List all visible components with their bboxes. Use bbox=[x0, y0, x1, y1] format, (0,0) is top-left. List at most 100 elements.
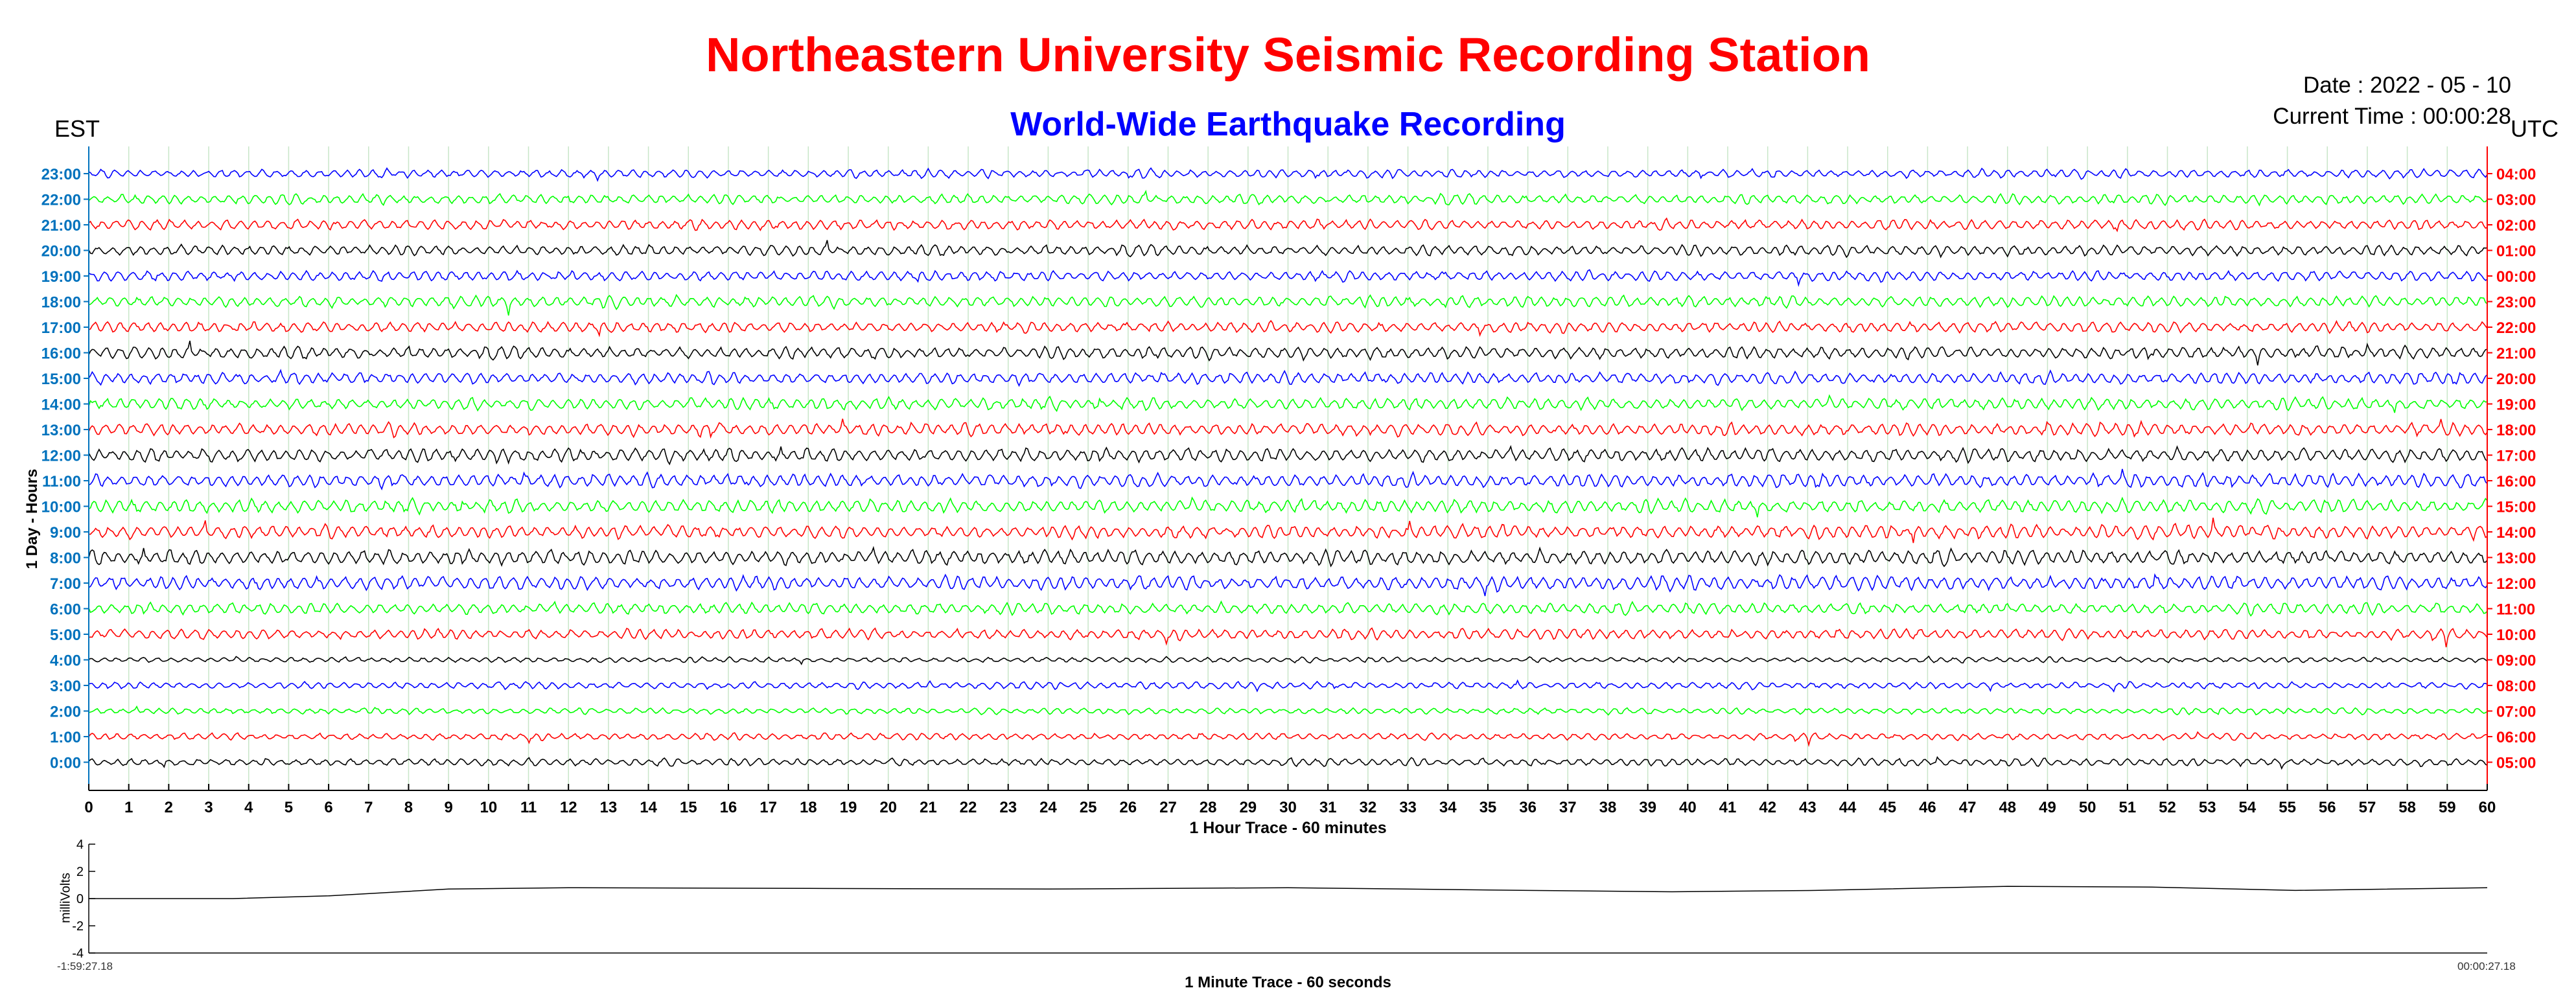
left-tick-label: 15:00 bbox=[41, 371, 81, 388]
right-tick-label: 15:00 bbox=[2496, 499, 2536, 516]
right-tick-label: 22:00 bbox=[2496, 319, 2536, 337]
x-tick-label: 19 bbox=[840, 799, 857, 816]
right-tick-label: 06:00 bbox=[2496, 729, 2536, 746]
x-tick-label: 32 bbox=[1360, 799, 1377, 816]
right-tick-label: 07:00 bbox=[2496, 704, 2536, 721]
trace-line bbox=[88, 293, 2488, 316]
right-tick-label: 12:00 bbox=[2496, 575, 2536, 593]
current-time-readout: Current Time : 00:00:28 bbox=[2273, 104, 2511, 129]
trace-line bbox=[88, 444, 2488, 466]
x-tick-label: 49 bbox=[2039, 799, 2056, 816]
x-tick-label: 30 bbox=[1279, 799, 1297, 816]
left-tick-label: 1:00 bbox=[50, 729, 81, 746]
trace-line bbox=[88, 167, 2488, 182]
x-tick-label: 40 bbox=[1679, 799, 1697, 816]
page-title: Northeastern University Seismic Recordin… bbox=[705, 28, 1871, 82]
trace-line bbox=[88, 517, 2488, 544]
left-tick-label: 2:00 bbox=[50, 704, 81, 721]
x-tick-label: 13 bbox=[600, 799, 618, 816]
x-tick-label: 31 bbox=[1319, 799, 1337, 816]
right-tick-label: 19:00 bbox=[2496, 396, 2536, 414]
left-tick-label: 13:00 bbox=[41, 422, 81, 439]
x-tick-label: 22 bbox=[960, 799, 977, 816]
left-tick-label: 7:00 bbox=[50, 575, 81, 593]
x-tick-label: 2 bbox=[165, 799, 173, 816]
left-tick-label: 5:00 bbox=[50, 626, 81, 644]
x-tick-label: 56 bbox=[2319, 799, 2336, 816]
trace-line bbox=[88, 217, 2488, 233]
x-tick-label: 50 bbox=[2079, 799, 2096, 816]
x-tick-label: 38 bbox=[1599, 799, 1617, 816]
x-tick-label: 45 bbox=[1879, 799, 1896, 816]
x-tick-label: 11 bbox=[520, 799, 537, 816]
trace-line bbox=[88, 468, 2488, 491]
left-tick-label: 22:00 bbox=[41, 192, 81, 209]
x-tick-label: 23 bbox=[999, 799, 1017, 816]
x-tick-label: 46 bbox=[1919, 799, 1936, 816]
trace-line bbox=[88, 419, 2488, 439]
bottom-y-tick-label: 4 bbox=[76, 838, 84, 852]
x-tick-label: 29 bbox=[1239, 799, 1257, 816]
x-tick-label: 35 bbox=[1479, 799, 1497, 816]
x-tick-label: 3 bbox=[204, 799, 213, 816]
right-tick-label: 23:00 bbox=[2496, 294, 2536, 312]
left-tick-label: 19:00 bbox=[41, 268, 81, 286]
right-tick-label: 04:00 bbox=[2496, 166, 2536, 183]
x-axis-label: 1 Hour Trace - 60 minutes bbox=[1189, 819, 1387, 837]
left-tick-label: 23:00 bbox=[41, 166, 81, 183]
trace-line bbox=[88, 655, 2488, 665]
est-zone-label: EST bbox=[54, 115, 100, 142]
chart-subtitle: World-Wide Earthquake Recording bbox=[1010, 106, 1566, 143]
trace-line bbox=[88, 705, 2488, 716]
trace-line bbox=[88, 340, 2488, 366]
left-tick-label: 6:00 bbox=[50, 601, 81, 619]
right-tick-label: 05:00 bbox=[2496, 755, 2536, 772]
left-tick-label: 3:00 bbox=[50, 678, 81, 695]
x-tick-label: 43 bbox=[1799, 799, 1816, 816]
bottom-x-end-label: 00:00:27.18 bbox=[2457, 960, 2516, 972]
x-tick-label: 27 bbox=[1159, 799, 1177, 816]
right-tick-label: 11:00 bbox=[2496, 601, 2535, 619]
bottom-x-start-label: -1:59:27.18 bbox=[57, 960, 113, 972]
trace-line bbox=[88, 496, 2488, 518]
right-tick-label: 10:00 bbox=[2496, 626, 2536, 644]
x-tick-label: 1 bbox=[124, 799, 133, 816]
bottom-trace-line bbox=[89, 886, 2488, 899]
x-tick-label: 21 bbox=[920, 799, 937, 816]
trace-line bbox=[88, 679, 2488, 693]
bottom-y-tick-label: -2 bbox=[72, 919, 84, 934]
x-tick-label: 28 bbox=[1200, 799, 1217, 816]
x-tick-label: 60 bbox=[2479, 799, 2496, 816]
left-tick-label: 20:00 bbox=[41, 243, 81, 260]
x-tick-label: 9 bbox=[444, 799, 452, 816]
x-tick-label: 55 bbox=[2279, 799, 2296, 816]
right-tick-label: 03:00 bbox=[2496, 192, 2536, 209]
right-tick-label: 02:00 bbox=[2496, 217, 2536, 235]
trace-line bbox=[88, 545, 2488, 568]
x-tick-label: 12 bbox=[560, 799, 577, 816]
x-tick-label: 42 bbox=[1759, 799, 1776, 816]
date-readout: Date : 2022 - 05 - 10 bbox=[2303, 73, 2511, 98]
x-tick-label: 58 bbox=[2398, 799, 2416, 816]
right-tick-label: 20:00 bbox=[2496, 371, 2536, 388]
bottom-y-tick-label: 0 bbox=[76, 892, 84, 906]
left-tick-label: 0:00 bbox=[50, 755, 81, 772]
x-tick-label: 51 bbox=[2118, 799, 2136, 816]
x-tick-label: 39 bbox=[1639, 799, 1656, 816]
x-tick-label: 52 bbox=[2159, 799, 2176, 816]
trace-line bbox=[88, 269, 2488, 288]
x-tick-label: 8 bbox=[404, 799, 413, 816]
trace-line bbox=[88, 600, 2488, 617]
x-tick-label: 26 bbox=[1119, 799, 1137, 816]
bottom-y-tick-label: -4 bbox=[72, 947, 84, 961]
x-tick-label: 59 bbox=[2439, 799, 2456, 816]
x-tick-label: 16 bbox=[720, 799, 737, 816]
trace-line bbox=[88, 573, 2488, 597]
trace-line bbox=[88, 756, 2488, 770]
left-tick-label: 21:00 bbox=[41, 217, 81, 235]
left-tick-label: 12:00 bbox=[41, 448, 81, 465]
left-tick-label: 14:00 bbox=[41, 396, 81, 414]
x-tick-label: 15 bbox=[680, 799, 697, 816]
x-tick-label: 36 bbox=[1519, 799, 1537, 816]
left-tick-label: 17:00 bbox=[41, 319, 81, 337]
